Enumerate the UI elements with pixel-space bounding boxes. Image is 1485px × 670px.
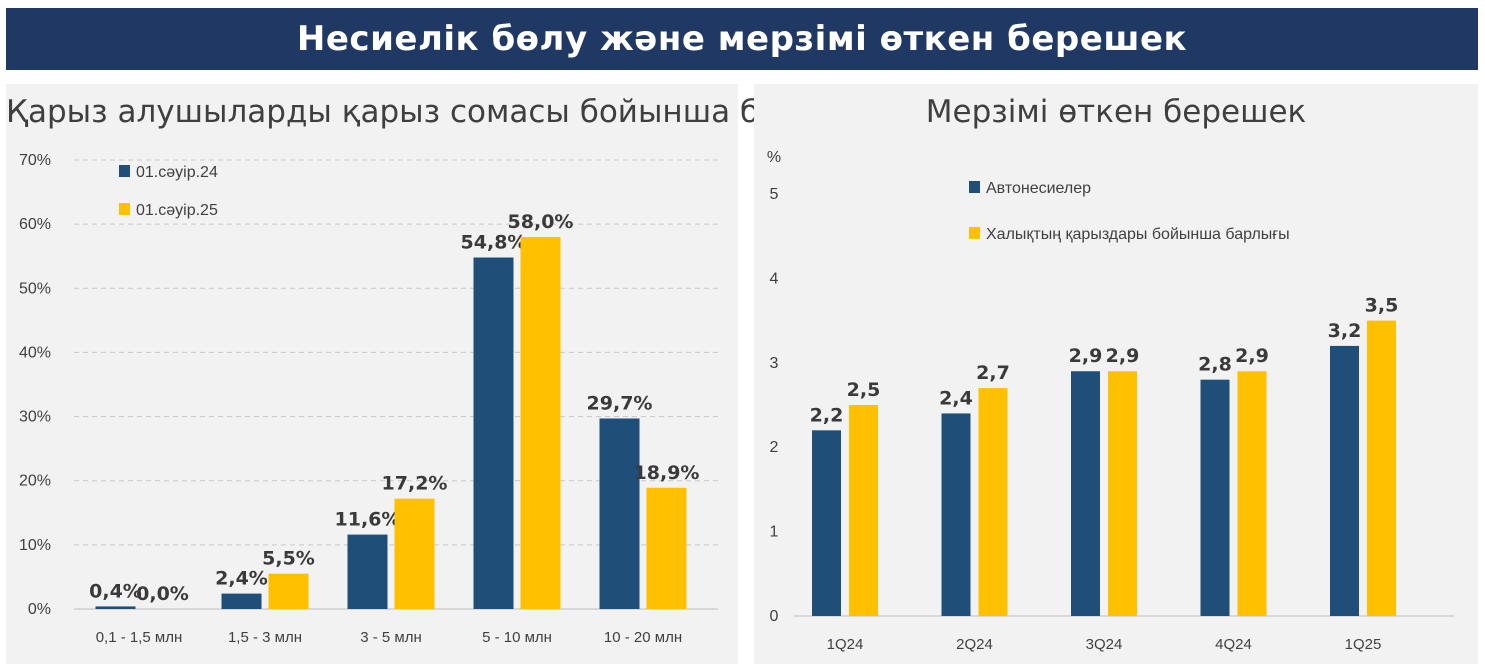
loan-chart-legend-swatch [119, 165, 130, 177]
overdue-chart-bar [1200, 379, 1230, 616]
overdue-chart-data-label: 2,7 [976, 362, 1010, 384]
overdue-chart-data-label: 2,8 [1198, 354, 1232, 376]
overdue-chart-x-tick-label: 1Q24 [827, 636, 864, 653]
loan-chart-legend-swatch [119, 203, 130, 215]
loan-distribution-chart: 0% 10% 20% 30% 40% 50% 60% 70% 0,4%0,0% 0,1 - 1,5… [19, 152, 718, 646]
overdue-chart-data-label: 2,4 [939, 387, 973, 409]
loan-chart-data-label: 5,5% [262, 548, 315, 570]
loan-chart-bar [599, 418, 640, 609]
overdue-chart-bar [812, 430, 841, 616]
loan-chart-bar [268, 573, 309, 609]
loan-chart-y-tick-label: 70% [19, 152, 51, 169]
overdue-chart-bar [849, 405, 878, 616]
overdue-chart-x-tick-label: 3Q24 [1086, 636, 1123, 653]
overdue-chart-legend-label: Автонесиелер [986, 180, 1091, 197]
overdue-chart-data-label: 2,9 [1106, 345, 1140, 367]
overdue-chart-data-label: 3,2 [1328, 320, 1362, 342]
overdue-chart-legend-swatch [969, 227, 980, 239]
loan-chart-bar [520, 236, 561, 609]
loan-chart-y-tick-label: 40% [19, 344, 51, 361]
loan-chart-y-tick-label: 20% [19, 473, 51, 490]
overdue-chart-data-label: 3,5 [1365, 295, 1399, 317]
loan-chart-y-tick-label: 10% [19, 537, 51, 554]
loan-chart-data-label: 0,4% [89, 580, 142, 602]
loan-chart-data-label: 18,9% [634, 462, 700, 484]
overdue-chart-data-label: 2,2 [810, 404, 844, 426]
overdue-chart-legend-swatch [969, 181, 980, 193]
overdue-chart-data-label: 2,9 [1069, 345, 1103, 367]
overdue-chart-unit-label: % [767, 149, 781, 166]
overdue-chart-y-tick-label: 5 [770, 186, 779, 203]
loan-chart-legend-label: 01.сәуір.25 [136, 202, 218, 219]
loan-chart-y-tick-label: 0% [28, 601, 51, 618]
overdue-chart-x-tick-label: 4Q24 [1215, 636, 1252, 653]
loan-chart-x-tick-label: 10 - 20 млн [604, 629, 682, 646]
loan-chart-x-tick-label: 0,1 - 1,5 млн [96, 629, 183, 646]
overdue-chart-y-tick-label: 0 [770, 608, 779, 625]
loan-chart-x-tick-label: 5 - 10 млн [482, 629, 552, 646]
overdue-chart-bar [1237, 371, 1267, 616]
loan-chart-bar [394, 498, 435, 609]
loan-distribution-title: Қарыз алушыларды қарыз сомасы бойынша бө… [6, 94, 817, 130]
overdue-chart-data-label: 2,9 [1235, 345, 1269, 367]
overdue-debt-panel: 0 1 2 3 4 5 2,2 2,5 1Q24 2,4 2,7 2Q24 2,9 2,9 3Q24 2,8 2… [754, 84, 1478, 664]
overdue-chart-bar [1071, 371, 1100, 616]
loan-chart-x-tick-label: 3 - 5 млн [360, 629, 422, 646]
overdue-chart-y-tick-label: 1 [770, 524, 779, 541]
loan-chart-bar [473, 257, 514, 609]
loan-chart-bar [221, 593, 262, 609]
overdue-chart-y-tick-label: 4 [770, 270, 779, 287]
overdue-chart-y-tick-label: 2 [770, 439, 779, 456]
overdue-chart-bar [1108, 371, 1137, 616]
overdue-chart-bar [978, 388, 1008, 616]
loan-chart-bar [646, 487, 687, 609]
overdue-debt-title: Мерзімі өткен берешек [925, 94, 1307, 130]
loan-chart-x-tick-label: 1,5 - 3 млн [228, 629, 302, 646]
loan-chart-legend-label: 01.сәуір.24 [136, 164, 218, 181]
overdue-chart-x-tick-label: 2Q24 [956, 636, 993, 653]
loan-chart-y-tick-label: 30% [19, 409, 51, 426]
overdue-chart-bar [941, 413, 971, 616]
loan-chart-bar [347, 534, 388, 609]
loan-chart-bar [95, 606, 136, 609]
loan-chart-data-label: 29,7% [587, 392, 653, 414]
overdue-chart-legend-label: Халықтың қарыздары бойынша барлығы [986, 226, 1290, 243]
loan-distribution-panel: 0% 10% 20% 30% 40% 50% 60% 70% 0,4% 0,0% 0,1 - 1,5… [6, 84, 817, 664]
overdue-chart-y-tick-label: 3 [770, 355, 779, 372]
page-banner: Несиелік бөлу және мерзімі өткен берешек [6, 8, 1478, 70]
loan-chart-data-label: 0,0% [136, 583, 189, 605]
loan-chart-data-label: 58,0% [508, 211, 574, 233]
loan-chart-data-label: 54,8% [461, 231, 527, 253]
overdue-chart-x-tick-label: 1Q25 [1345, 636, 1382, 653]
banner-title: Несиелік бөлу және мерзімі өткен берешек [296, 19, 1188, 59]
overdue-chart-bar [1330, 345, 1359, 616]
loan-chart-y-tick-label: 50% [19, 280, 51, 297]
loan-chart-data-label: 2,4% [215, 568, 268, 590]
overdue-chart-data-label: 2,5 [847, 379, 881, 401]
loan-chart-data-label: 11,6% [335, 509, 401, 531]
loan-chart-y-tick-label: 60% [19, 216, 51, 233]
overdue-chart-bar [1367, 320, 1396, 616]
loan-chart-data-label: 17,2% [382, 473, 448, 495]
